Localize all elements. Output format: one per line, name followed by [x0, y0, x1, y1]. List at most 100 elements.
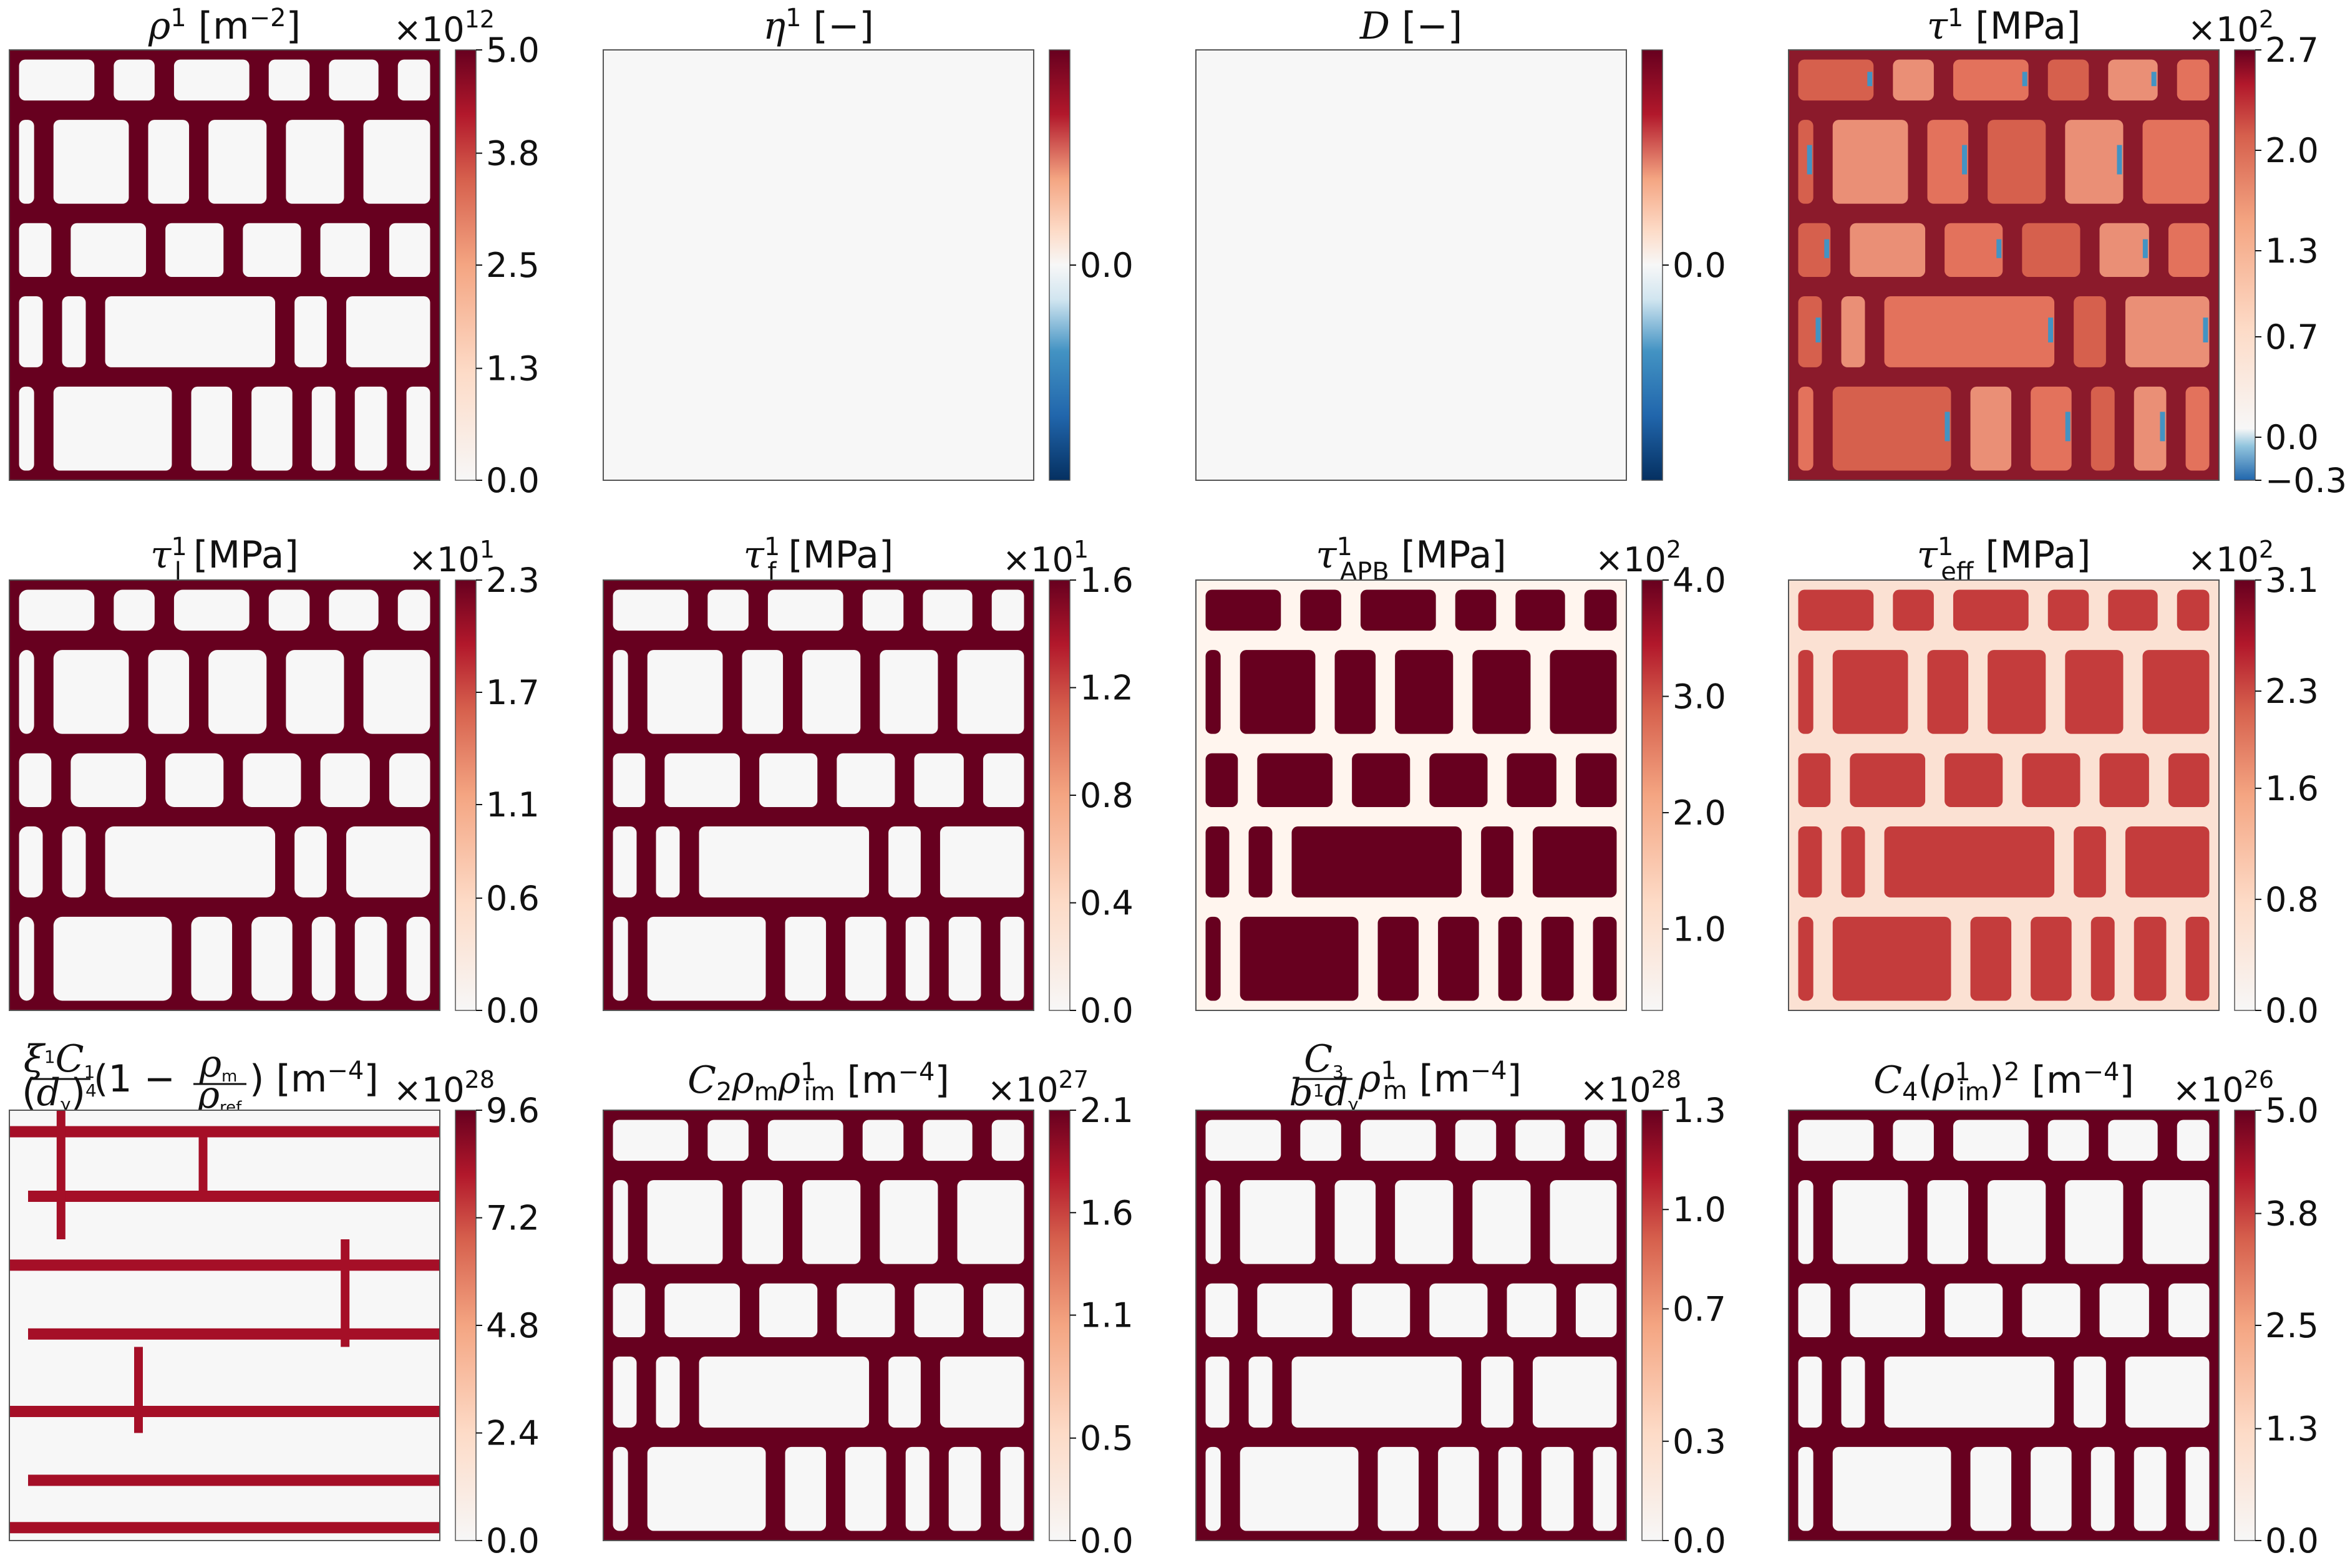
colorbar-tick-label: 2.5 [2265, 1306, 2319, 1345]
colorbar: 0.0 0.4 0.8 1.2 1.6×101 [1003, 536, 1134, 1030]
grain-cell [2125, 1357, 2210, 1428]
svg-text:ρm: ρm [199, 1042, 238, 1086]
grain-cell [389, 223, 430, 277]
grain-cell [1841, 826, 1865, 898]
grain-cell [2177, 59, 2210, 101]
grain-cell [363, 650, 430, 734]
grain-cell [707, 589, 749, 631]
grain-cell [1832, 1446, 1951, 1531]
colorbar-tick-label: 5.0 [2265, 1091, 2319, 1130]
grain-cell [1205, 1180, 1221, 1264]
grain-cell [613, 916, 628, 1001]
grain-cell [191, 916, 233, 1001]
colorbar-tick-label: 1.6 [2265, 769, 2319, 808]
grain-cell [1927, 1180, 1969, 1264]
grain-cell [1884, 826, 2055, 898]
grain-cell [1334, 1180, 1376, 1264]
colorbar: 0.0 [1641, 49, 1726, 481]
grain-cell [251, 386, 293, 471]
grain-cell [53, 386, 172, 471]
heatmap-field [1196, 580, 1626, 1010]
grain-cell [346, 296, 430, 367]
grain-cell [647, 916, 766, 1001]
grain-cell [1893, 1120, 1934, 1161]
grain-cell [173, 589, 250, 631]
panel-frame [1195, 579, 1627, 1011]
svg-text:(1 −: (1 − [94, 1057, 175, 1101]
grain-cell [2142, 120, 2210, 204]
colorbar-tick-label: 1.0 [1673, 909, 1726, 949]
grain-cell [2090, 386, 2115, 471]
grain-cell [2047, 589, 2089, 631]
grain-cell [2185, 916, 2210, 1001]
grain-cell [940, 1357, 1024, 1428]
grain-cell [320, 223, 370, 277]
colorbar-tick-label: 0.0 [2265, 991, 2319, 1030]
grain-cell [1832, 650, 1908, 734]
grain-cell [742, 650, 784, 734]
grain-cell [2142, 650, 2210, 734]
grain-cell [243, 223, 301, 277]
grain-cell [406, 386, 430, 471]
grain-cell [1953, 59, 2029, 101]
grain-cell [699, 1357, 870, 1428]
colorbar-scale [2234, 49, 2256, 481]
grain-cell [759, 753, 818, 807]
title-rho: ρ1 [m−2] [148, 4, 301, 48]
panel-4: 0.0 0.6 1.1 1.7 2.3×101 [9, 536, 540, 1030]
grain-cell [62, 296, 86, 367]
negative-spot [2203, 317, 2208, 343]
grain-cell [2108, 1120, 2158, 1161]
grain-cell [1248, 1357, 1273, 1428]
grain-cell [1798, 386, 1813, 471]
colorbar-tick-label: 0.0 [1080, 1521, 1134, 1561]
colorbar-tick-label: 1.7 [486, 673, 540, 712]
grain-cell [165, 223, 224, 277]
title-tau-apb: τ1 APB [MPa] [1316, 533, 1507, 586]
colorbar-multiplier: ×102 [2188, 536, 2274, 579]
grain-cell [311, 386, 336, 471]
panel-2: 0.0 [1195, 49, 1726, 481]
grain-cell [1841, 296, 1865, 367]
grain-cell [1395, 650, 1454, 734]
panel-7: 0.0 0.8 1.6 2.3 3.1×102 [1788, 536, 2319, 1030]
colorbar-tick-label: 2.3 [2265, 672, 2319, 711]
grain-cell [2168, 223, 2210, 277]
negative-spot [1867, 72, 1873, 87]
grain-cell [656, 826, 680, 898]
grain-cell [53, 650, 129, 734]
grain-cell [1205, 753, 1238, 807]
svg-text:b1dγ: b1dγ [1289, 1071, 1358, 1115]
grain-cell [329, 59, 379, 101]
grain-cell [1953, 1120, 2029, 1161]
band [9, 1406, 440, 1417]
colorbar-tick-label: 2.1 [1080, 1091, 1134, 1130]
grain-cell [2065, 120, 2124, 204]
panel-frame [603, 579, 1034, 1011]
grain-cell [148, 650, 190, 734]
panel-frame [1195, 49, 1627, 481]
colorbar: −0.3 0.0 0.7 1.3 2.0 2.7×102 [2188, 6, 2347, 500]
heatmap-background [1196, 50, 1626, 480]
grain-cell [2031, 386, 2072, 471]
grain-cell [2168, 1283, 2210, 1337]
grain-cell [983, 1283, 1024, 1337]
colorbar: 0.0 0.3 0.7 1.0 1.3×1028 [1580, 1066, 1726, 1561]
title-tau-f: τ1 f [MPa] [744, 533, 894, 586]
negative-spot [1815, 317, 1821, 343]
panel-frame [603, 1110, 1034, 1541]
grain-cell [1481, 1357, 1513, 1428]
panel-frame [9, 579, 440, 1011]
grain-cell [2022, 223, 2081, 277]
grain-cell [1593, 1446, 1617, 1531]
svg-text:) [m−4]: ) [m−4] [250, 1057, 379, 1101]
grain-cell [208, 650, 267, 734]
title-tau-eff: τ1 eff [MPa] [1917, 533, 2091, 586]
grain-cell [1593, 916, 1617, 1001]
grain-cell [346, 826, 430, 898]
grain-cell [1334, 650, 1376, 734]
heatmap-field [9, 1110, 440, 1541]
grain-cell [914, 1283, 964, 1337]
grain-cell [1584, 589, 1617, 631]
grain-cell [165, 753, 224, 807]
